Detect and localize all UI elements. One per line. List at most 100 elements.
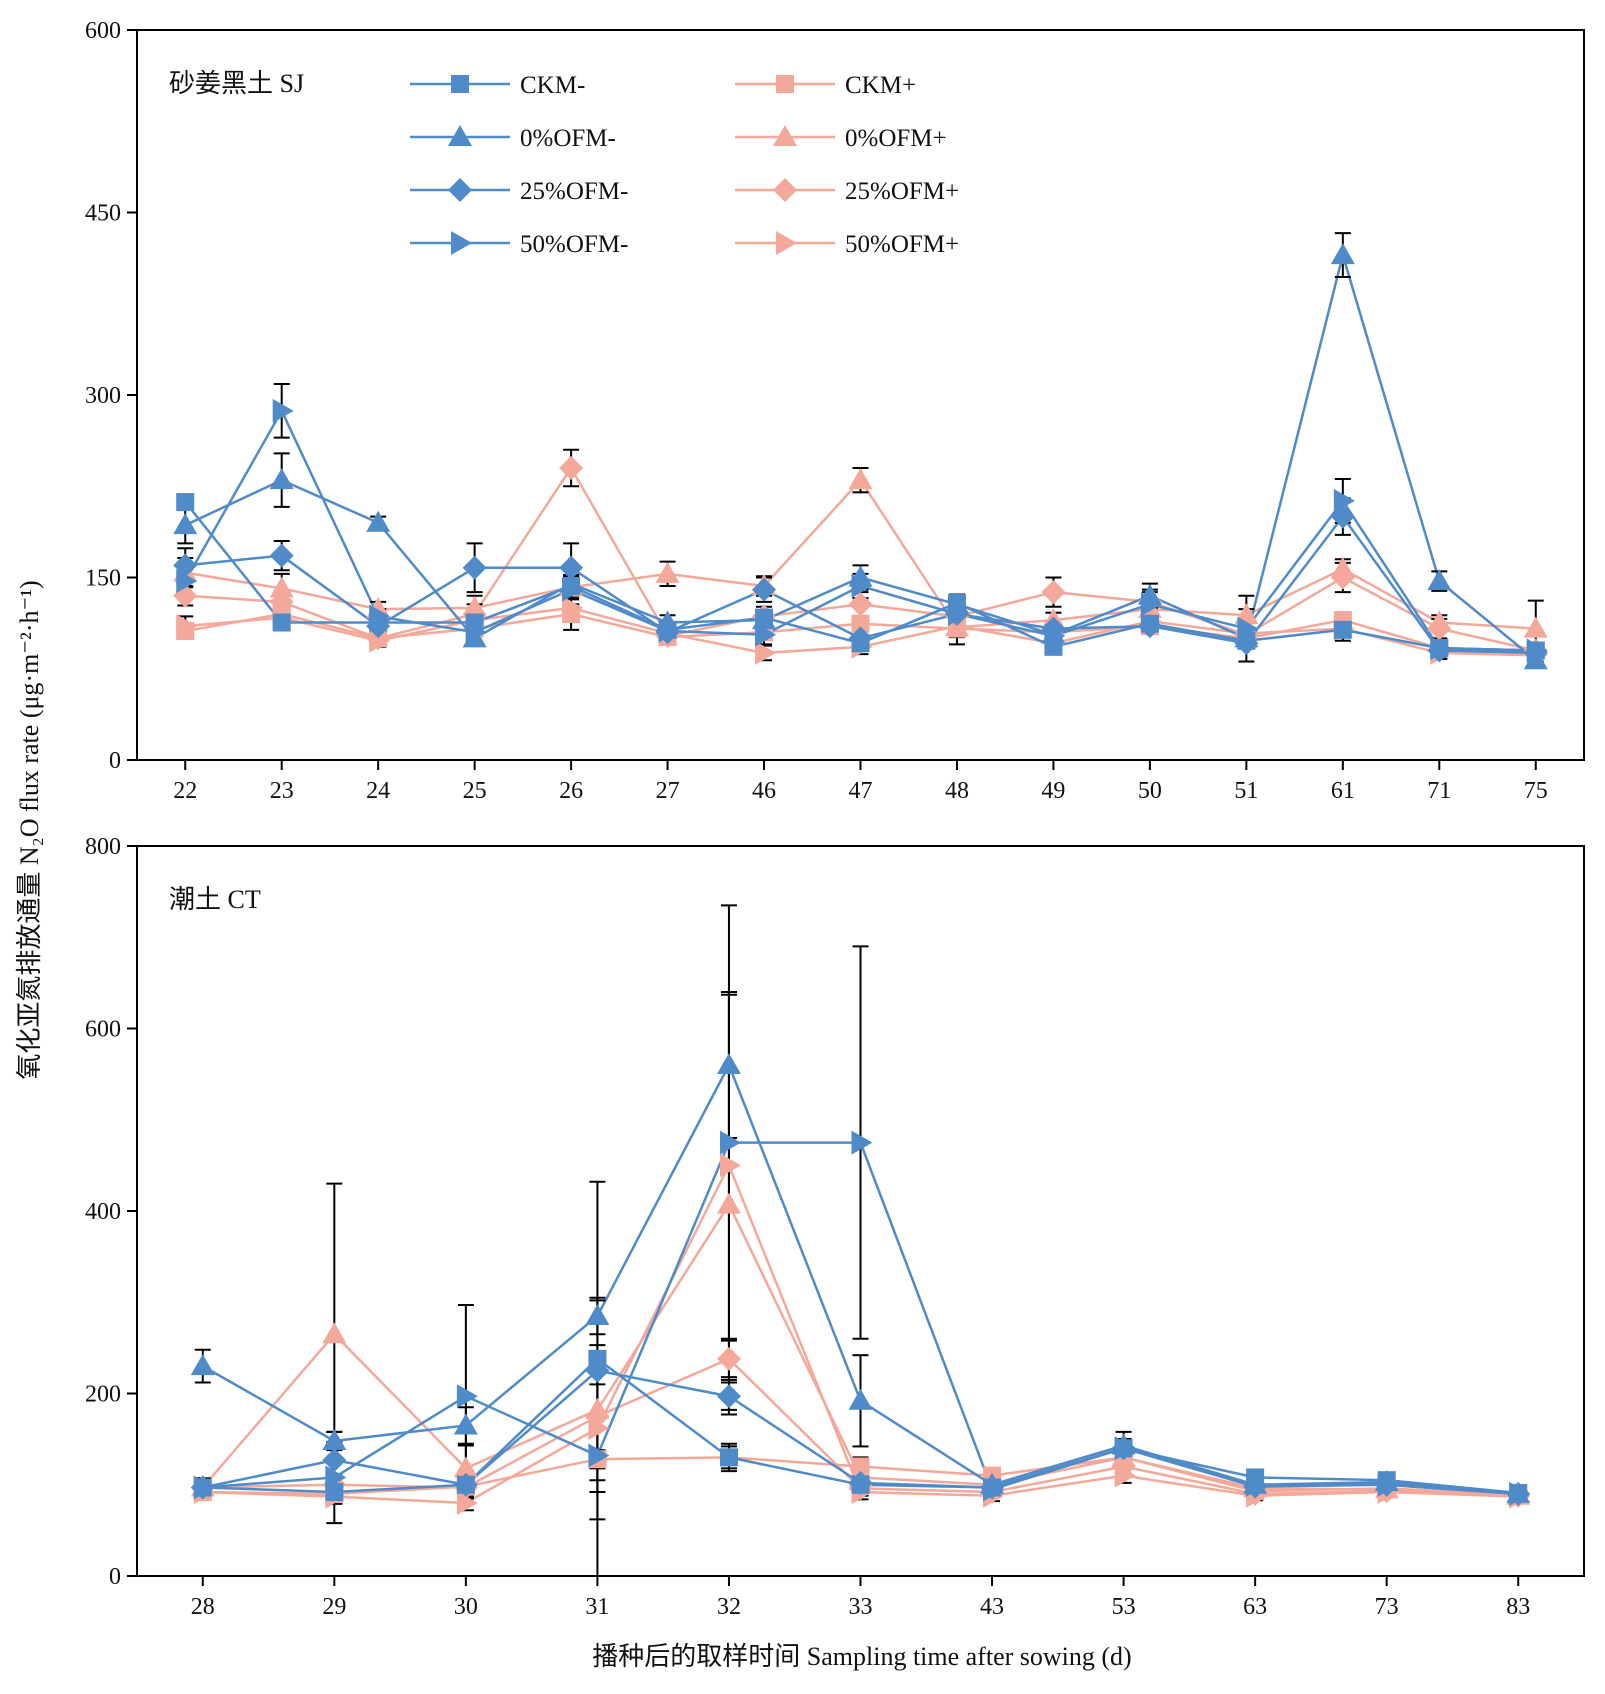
legend-marker xyxy=(773,178,797,202)
legend-item: 0%OFM+ xyxy=(735,125,947,152)
x-axis-title: 播种后的取样时间 Sampling time after sowing (d) xyxy=(592,1642,1131,1671)
data-point xyxy=(562,577,584,602)
panel-label: 砂姜黑土 SJ xyxy=(169,69,304,98)
data-point xyxy=(1237,616,1259,641)
data-point xyxy=(1526,638,1548,663)
data-point xyxy=(176,614,198,639)
y-tick-label: 200 xyxy=(85,1382,121,1408)
data-point xyxy=(176,493,195,512)
data-point xyxy=(366,510,391,532)
data-point xyxy=(851,1130,873,1155)
x-tick-label: 83 xyxy=(1506,1594,1530,1620)
y-axis-title: 氧化亚氮排放通量 N₂O flux rate (μg·m⁻²·h⁻¹) xyxy=(15,580,44,1079)
data-point xyxy=(1333,488,1355,513)
data-point xyxy=(752,608,777,630)
data-point xyxy=(719,1448,738,1467)
data-point xyxy=(1523,616,1548,638)
data-point xyxy=(716,1384,741,1409)
x-tick-label: 29 xyxy=(322,1594,346,1620)
data-point xyxy=(465,620,487,645)
y-tick-label: 600 xyxy=(85,1017,121,1043)
data-point xyxy=(1509,1481,1531,1506)
legend-item: 0%OFM- xyxy=(410,125,616,152)
legend-item: 25%OFM+ xyxy=(735,178,959,205)
data-point xyxy=(322,1428,347,1450)
data-point xyxy=(585,1358,610,1383)
data-point xyxy=(947,602,969,626)
panel-sj: 0 150 300 450 600 22 23 24 25 26 27 46 47 48 49 50 51 61 7… xyxy=(85,18,1585,804)
data-point xyxy=(1333,620,1352,639)
data-point xyxy=(1137,614,1162,639)
data-point xyxy=(325,1465,347,1490)
data-point xyxy=(1114,1463,1136,1488)
x-tick-label: 71 xyxy=(1427,778,1451,804)
x-tick-label: 31 xyxy=(585,1594,609,1620)
data-point xyxy=(716,1192,741,1214)
data-point xyxy=(176,569,198,594)
x-tick-label: 26 xyxy=(559,778,583,804)
data-point xyxy=(1427,616,1452,641)
y-tick-label: 0 xyxy=(109,748,121,774)
data-point xyxy=(462,555,487,580)
legend-label: CKM- xyxy=(520,72,585,99)
data-point xyxy=(322,1322,347,1344)
legend-item: 50%OFM- xyxy=(410,231,628,258)
data-point xyxy=(752,577,777,602)
x-tick-label: 48 xyxy=(945,778,969,804)
x-tick-label: 53 xyxy=(1112,1594,1136,1620)
legend-marker xyxy=(448,125,472,146)
x-tick-label: 73 xyxy=(1375,1594,1399,1620)
data-point xyxy=(269,576,294,598)
data-point xyxy=(193,1475,215,1500)
legend: CKM- 0%OFM- 25%OFM- 50%OFM- CKM+ 0%OFM+ 25%OFM… xyxy=(410,72,959,258)
legend-marker xyxy=(773,125,797,146)
x-tick-label: 49 xyxy=(1041,778,1065,804)
x-tick-label: 46 xyxy=(752,778,776,804)
legend-item: CKM- xyxy=(410,72,585,99)
x-tick-label: 25 xyxy=(463,778,487,804)
data-point xyxy=(983,1477,1005,1502)
data-point xyxy=(190,1354,215,1376)
data-point xyxy=(1246,1472,1268,1497)
data-point xyxy=(851,574,873,599)
y-tick-label: 0 xyxy=(109,1564,121,1590)
data-point xyxy=(369,604,391,629)
legend-marker xyxy=(448,178,472,202)
panel-ct: 0 200 400 600 800 28 29 30 31 32 33 43 53 63 73 83 潮土 CT xyxy=(85,834,1585,1620)
data-point xyxy=(456,1491,478,1515)
y-tick-label: 300 xyxy=(85,383,121,409)
data-point xyxy=(655,561,680,583)
data-point xyxy=(322,1448,347,1473)
data-point xyxy=(851,614,870,633)
data-point xyxy=(1427,569,1452,591)
data-point xyxy=(1330,504,1355,529)
data-point xyxy=(456,1384,478,1409)
legend-label: 25%OFM- xyxy=(520,178,628,205)
data-point xyxy=(369,628,391,653)
x-tick-label: 30 xyxy=(454,1594,478,1620)
legend-label: 0%OFM- xyxy=(520,125,616,152)
x-tick-label: 27 xyxy=(656,778,680,804)
data-point xyxy=(559,456,584,480)
legend-marker xyxy=(776,231,797,255)
data-point xyxy=(1044,623,1066,648)
legend-label: 0%OFM+ xyxy=(845,125,947,152)
x-tick-label: 33 xyxy=(849,1594,873,1620)
legend-item: 50%OFM+ xyxy=(735,231,959,258)
x-tick-label: 43 xyxy=(980,1594,1004,1620)
y-tick-label: 400 xyxy=(85,1199,121,1225)
x-tick-label: 23 xyxy=(270,778,294,804)
x-tick-label: 75 xyxy=(1524,778,1548,804)
data-point xyxy=(719,1130,741,1155)
legend-item: 25%OFM- xyxy=(410,178,628,205)
y-tick-label: 450 xyxy=(85,201,121,227)
x-tick-label: 22 xyxy=(173,778,197,804)
data-point xyxy=(848,1470,873,1495)
data-point xyxy=(755,622,777,647)
x-tick-label: 24 xyxy=(366,778,390,804)
data-point xyxy=(453,1472,478,1497)
x-tick-label: 63 xyxy=(1243,1594,1267,1620)
legend-item: CKM+ xyxy=(735,72,916,99)
data-point xyxy=(269,543,294,568)
data-point xyxy=(848,1388,873,1410)
